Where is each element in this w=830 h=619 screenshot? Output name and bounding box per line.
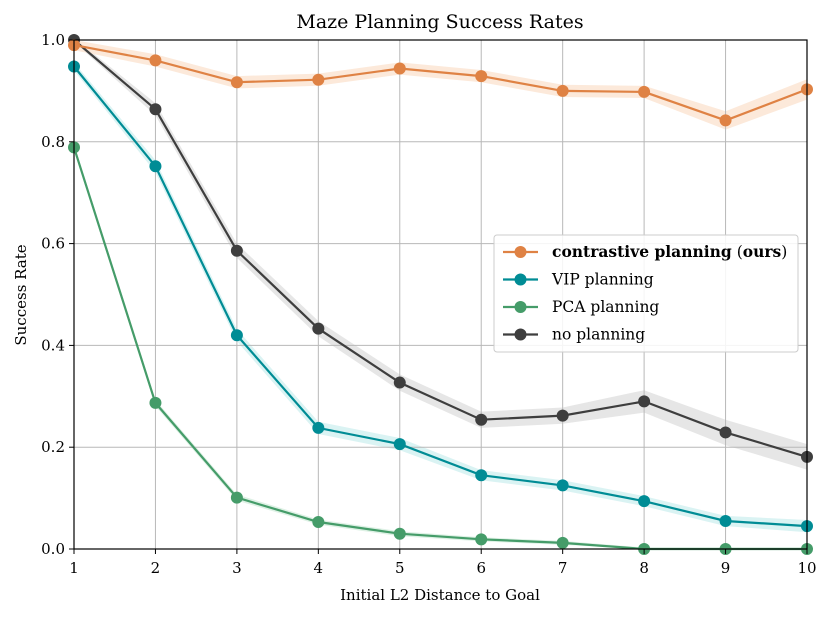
no-planning-band [74, 38, 807, 470]
no-planning-point [312, 322, 325, 335]
no-planning-point [475, 413, 488, 426]
confidence-bands [74, 38, 807, 550]
y-tick-label: 0.6 [41, 235, 65, 253]
x-tick-label: 8 [639, 559, 649, 577]
y-tick-label: 1.0 [41, 31, 65, 49]
contrastive-planning-band [74, 40, 807, 130]
legend: contrastive planning (ours) VIP planning P… [493, 234, 799, 353]
no-planning-point [393, 376, 406, 389]
no-planning-point [719, 426, 732, 439]
legend-label-paren-open: ( [732, 243, 743, 261]
contrastive-planning-line [73, 44, 808, 122]
vip-planning-point [393, 438, 406, 451]
legend-label: PCA planning [552, 298, 659, 316]
pca-planning-point [149, 396, 162, 409]
contrastive-planning-point [475, 70, 488, 83]
vip-planning-point [230, 329, 243, 342]
contrastive-planning-point [719, 114, 732, 127]
legend-contrastive-planning-marker [514, 246, 527, 258]
legend-box [493, 234, 799, 353]
no-planning-point [230, 244, 243, 257]
legend-vip-planning-marker [514, 273, 527, 286]
x-axis-title: Initial L2 Distance to Goal [340, 586, 540, 604]
x-tick-label: 6 [476, 559, 486, 577]
y-tick-label: 0.4 [41, 336, 65, 354]
vip-planning-point [719, 515, 732, 528]
contrastive-planning-point [312, 73, 325, 86]
pca-planning-point [393, 527, 406, 540]
legend-pca-planning-marker [514, 301, 527, 313]
vip-planning-point [475, 469, 488, 482]
legend-label-name: contrastive planning [552, 242, 732, 261]
contrastive-planning-point [149, 54, 162, 67]
vip-planning-band [74, 62, 807, 533]
contrastive-planning-point [393, 62, 406, 75]
legend-label: no planning [552, 326, 645, 344]
y-tick-label: 0.8 [41, 133, 65, 151]
x-tick-label: 4 [314, 559, 324, 577]
x-tick-label: 3 [232, 559, 242, 577]
x-tick-label: 10 [797, 559, 816, 577]
y-tick-label: 0.0 [41, 540, 65, 558]
vip-planning-point [638, 495, 651, 508]
pca-planning-point [475, 533, 488, 546]
vip-planning-point [312, 421, 325, 434]
x-tick-label: 7 [558, 559, 568, 577]
x-tick-label: 9 [721, 559, 731, 577]
contrastive-planning-point [230, 76, 243, 89]
y-axis-ticks: 0.0 0.2 0.4 0.6 0.8 1.0 [41, 31, 74, 558]
legend-label-paren-close: ) [781, 243, 787, 261]
no-planning-line [73, 39, 808, 458]
x-tick-label: 1 [69, 559, 79, 577]
contrastive-planning-point [556, 84, 569, 97]
legend-label: contrastive planning (ours) [552, 242, 787, 261]
plot-frame [73, 39, 808, 550]
no-planning-point [638, 395, 651, 408]
legend-label: VIP planning [551, 271, 654, 289]
vip-planning-point [556, 479, 569, 492]
chart-title: Maze Planning Success Rates [296, 11, 583, 33]
pca-planning-point [230, 491, 243, 504]
contrastive-planning-point [638, 85, 651, 98]
no-planning-point [149, 103, 162, 116]
legend-label-name: VIP planning [551, 271, 654, 289]
x-tick-label: 2 [151, 559, 161, 577]
legend-no-planning-marker [514, 328, 527, 341]
y-axis-title: Success Rate [12, 244, 30, 345]
vip-planning-point [149, 160, 162, 173]
vip-planning-line [73, 65, 808, 528]
x-tick-label: 5 [395, 559, 405, 577]
pca-planning-point [312, 516, 325, 529]
legend-label-ours: ours [743, 242, 782, 261]
legend-label-name: PCA planning [552, 298, 659, 316]
no-planning-point [556, 409, 569, 422]
pca-planning-point [556, 536, 569, 549]
legend-label-name: no planning [552, 326, 645, 344]
x-axis-ticks: 1 2 3 4 5 6 7 8 9 10 [69, 549, 817, 577]
y-tick-label: 0.2 [41, 438, 65, 456]
